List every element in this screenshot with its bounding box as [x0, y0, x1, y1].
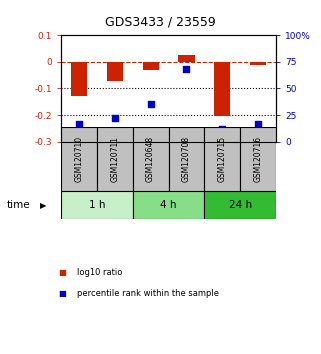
Bar — [240, 127, 276, 191]
Text: 4 h: 4 h — [160, 200, 177, 210]
Text: GSM120716: GSM120716 — [254, 136, 263, 182]
Text: GSM120710: GSM120710 — [74, 136, 83, 182]
Bar — [204, 127, 240, 191]
Bar — [169, 127, 204, 191]
Text: 1 h: 1 h — [89, 200, 105, 210]
Point — [184, 67, 189, 72]
Point — [112, 115, 117, 121]
Bar — [133, 127, 169, 191]
Bar — [178, 55, 195, 62]
Bar — [204, 191, 276, 219]
Bar — [214, 62, 230, 116]
Text: GSM120715: GSM120715 — [218, 136, 227, 182]
Bar — [71, 62, 87, 96]
Bar — [107, 62, 123, 80]
Text: GSM120648: GSM120648 — [146, 136, 155, 182]
Text: 24 h: 24 h — [229, 200, 252, 210]
Point — [256, 121, 261, 126]
Point — [220, 126, 225, 132]
Point — [76, 121, 82, 126]
Text: GSM120708: GSM120708 — [182, 136, 191, 182]
Text: ■: ■ — [58, 289, 66, 298]
Text: ▶: ▶ — [40, 201, 47, 210]
Point — [148, 102, 153, 107]
Bar — [97, 127, 133, 191]
Text: GDS3433 / 23559: GDS3433 / 23559 — [105, 16, 216, 29]
Text: log10 ratio: log10 ratio — [77, 268, 122, 277]
Text: ■: ■ — [58, 268, 66, 277]
Bar — [61, 127, 97, 191]
Text: GSM120711: GSM120711 — [110, 136, 119, 182]
Bar — [133, 191, 204, 219]
Text: percentile rank within the sample: percentile rank within the sample — [77, 289, 219, 298]
Bar — [250, 62, 266, 64]
Bar — [143, 62, 159, 70]
Bar — [61, 191, 133, 219]
Text: time: time — [6, 200, 30, 210]
